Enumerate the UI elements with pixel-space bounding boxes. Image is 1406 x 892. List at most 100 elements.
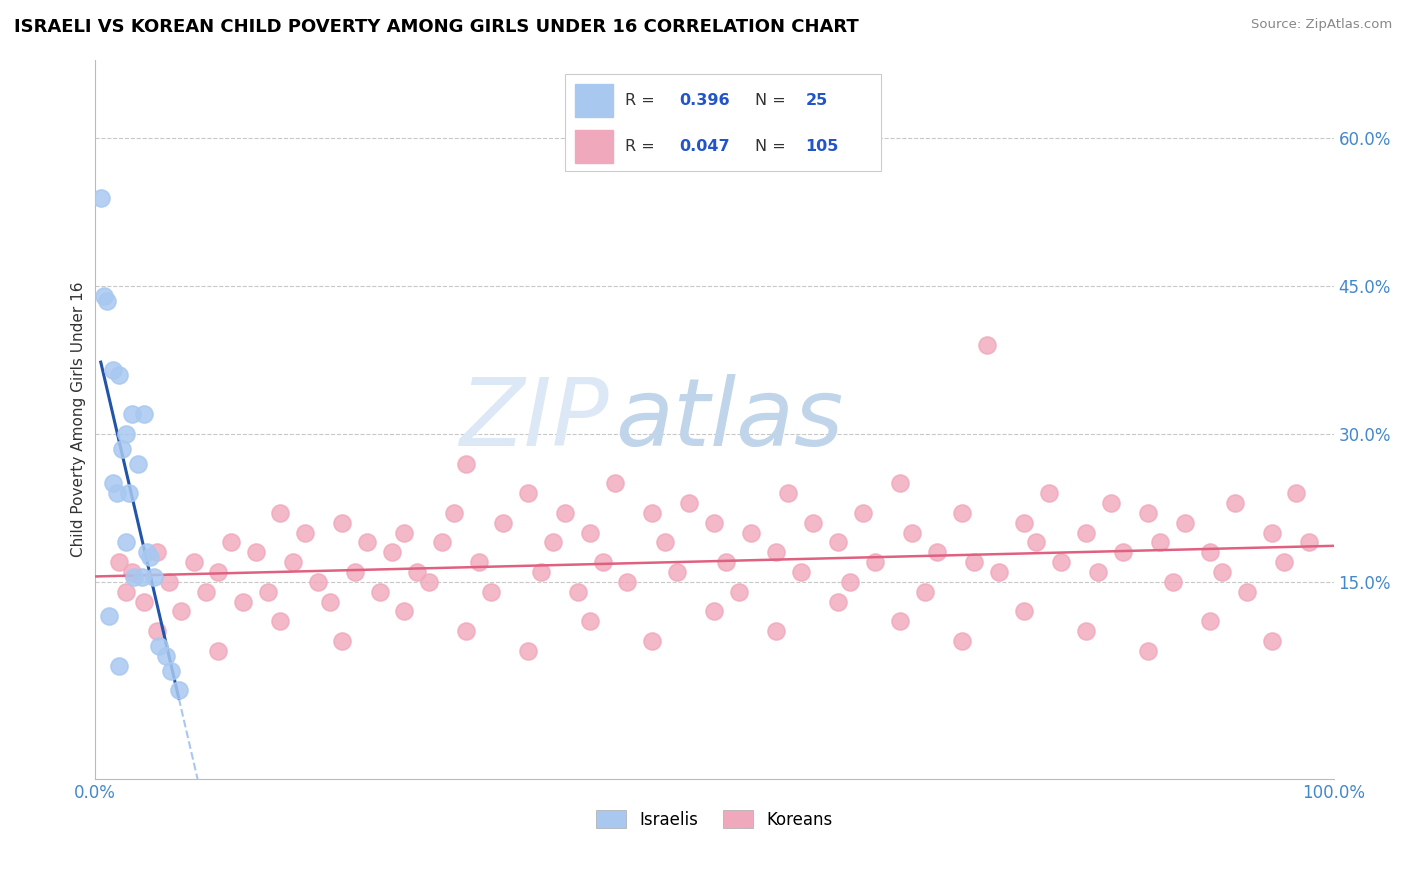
Point <box>616 574 638 589</box>
Point <box>134 594 156 608</box>
Point <box>765 545 787 559</box>
Point <box>135 545 157 559</box>
Point <box>319 594 342 608</box>
Point <box>1211 565 1233 579</box>
Point <box>394 604 416 618</box>
Point <box>517 486 540 500</box>
Point <box>790 565 813 579</box>
Point <box>134 407 156 421</box>
Point <box>654 535 676 549</box>
Point <box>1050 555 1073 569</box>
Point <box>245 545 267 559</box>
Point <box>195 584 218 599</box>
Point <box>114 584 136 599</box>
Point <box>1099 496 1122 510</box>
Point <box>963 555 986 569</box>
Point <box>257 584 280 599</box>
Point <box>641 634 664 648</box>
Point <box>863 555 886 569</box>
Point <box>976 338 998 352</box>
Legend: Israelis, Koreans: Israelis, Koreans <box>589 804 839 835</box>
Point <box>443 506 465 520</box>
Text: Source: ZipAtlas.com: Source: ZipAtlas.com <box>1251 18 1392 31</box>
Point <box>1112 545 1135 559</box>
Point <box>479 584 502 599</box>
Point <box>207 644 229 658</box>
Point <box>108 555 131 569</box>
Point <box>368 584 391 599</box>
Point <box>889 614 911 628</box>
Point <box>145 545 167 559</box>
Point <box>914 584 936 599</box>
Point <box>530 565 553 579</box>
Point <box>554 506 576 520</box>
Point <box>1298 535 1320 549</box>
Point <box>122 570 145 584</box>
Point <box>131 570 153 584</box>
Point <box>121 565 143 579</box>
Point <box>170 604 193 618</box>
Point <box>1149 535 1171 549</box>
Y-axis label: Child Poverty Among Girls Under 16: Child Poverty Among Girls Under 16 <box>72 282 86 557</box>
Point <box>111 442 134 456</box>
Point <box>394 525 416 540</box>
Point <box>716 555 738 569</box>
Point <box>207 565 229 579</box>
Point <box>1136 506 1159 520</box>
Point <box>356 535 378 549</box>
Point <box>889 476 911 491</box>
Point <box>1260 634 1282 648</box>
Point <box>418 574 440 589</box>
Point <box>927 545 949 559</box>
Point <box>167 683 190 698</box>
Point <box>728 584 751 599</box>
Point <box>703 516 725 530</box>
Point <box>517 644 540 658</box>
Point <box>1236 584 1258 599</box>
Text: ZIP: ZIP <box>460 374 609 465</box>
Text: atlas: atlas <box>614 374 844 465</box>
Point <box>108 658 131 673</box>
Point <box>950 506 973 520</box>
Point <box>101 363 124 377</box>
Point <box>90 190 112 204</box>
Point <box>108 368 131 382</box>
Point <box>101 476 124 491</box>
Point <box>492 516 515 530</box>
Point <box>1198 545 1220 559</box>
Point <box>281 555 304 569</box>
Point <box>950 634 973 648</box>
Point <box>456 624 478 639</box>
Point <box>332 516 354 530</box>
Point <box>467 555 489 569</box>
Point <box>143 570 166 584</box>
Point <box>765 624 787 639</box>
Point <box>801 516 824 530</box>
Point <box>778 486 800 500</box>
Point <box>1038 486 1060 500</box>
Point <box>852 506 875 520</box>
Point <box>430 535 453 549</box>
Point <box>579 525 602 540</box>
Point <box>269 614 291 628</box>
Point <box>269 506 291 520</box>
Point <box>1285 486 1308 500</box>
Point <box>145 624 167 639</box>
Point <box>567 584 589 599</box>
Point <box>1223 496 1246 510</box>
Point <box>1161 574 1184 589</box>
Point <box>148 639 170 653</box>
Point <box>139 550 162 565</box>
Point <box>1074 624 1097 639</box>
Point <box>405 565 427 579</box>
Point <box>114 427 136 442</box>
Point <box>592 555 614 569</box>
Point <box>1136 644 1159 658</box>
Point <box>641 506 664 520</box>
Point <box>332 634 354 648</box>
Point <box>541 535 564 549</box>
Point <box>183 555 205 569</box>
Point <box>93 289 115 303</box>
Point <box>1087 565 1109 579</box>
Point <box>160 664 183 678</box>
